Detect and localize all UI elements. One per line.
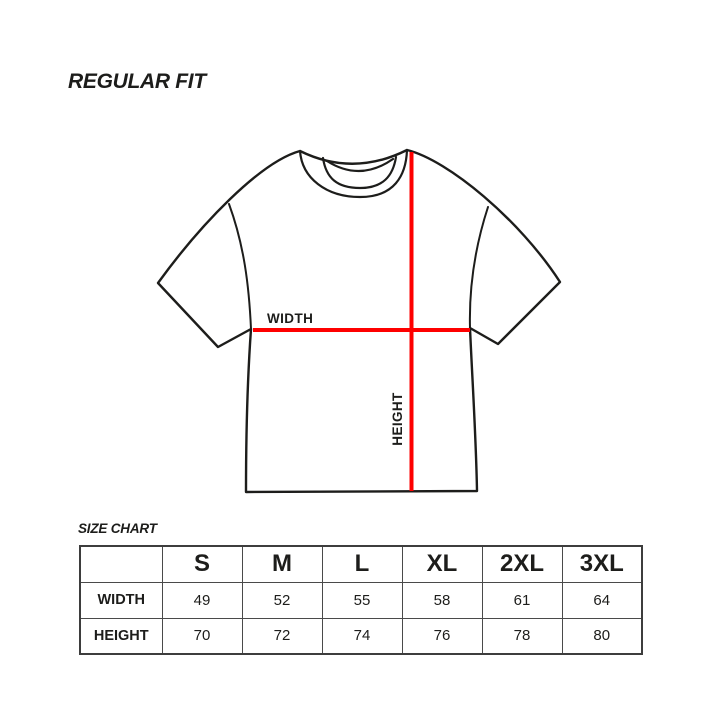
height-value-l: 74 (321, 617, 403, 655)
size-header-row: S M L XL 2XL 3XL (79, 545, 643, 583)
corner-cell (79, 545, 163, 583)
height-value-2xl: 78 (481, 617, 563, 655)
width-label: WIDTH (267, 311, 313, 326)
height-row-label: HEIGHT (79, 617, 163, 655)
size-col-s: S (161, 545, 243, 583)
width-value-3xl: 64 (561, 581, 643, 619)
height-value-s: 70 (161, 617, 243, 655)
height-label: HEIGHT (390, 392, 405, 446)
left-sleeve-seam (228, 203, 252, 330)
width-value-l: 55 (321, 581, 403, 619)
size-col-3xl: 3XL (561, 545, 643, 583)
right-sleeve-seam (468, 206, 489, 329)
width-value-xl: 58 (401, 581, 483, 619)
width-row: WIDTH 49 52 55 58 61 64 (79, 581, 643, 619)
size-chart-table: S M L XL 2XL 3XL WIDTH 49 52 55 58 61 64… (79, 545, 643, 655)
width-row-label: WIDTH (79, 581, 163, 619)
page-title: REGULAR FIT (68, 70, 206, 93)
height-value-3xl: 80 (561, 617, 643, 655)
size-chart-heading: SIZE CHART (78, 521, 157, 536)
tshirt-silhouette-outline (156, 148, 562, 494)
collar-inner-curve (321, 155, 398, 190)
size-col-l: L (321, 545, 403, 583)
size-col-m: M (241, 545, 323, 583)
height-value-xl: 76 (401, 617, 483, 655)
back-collar-seam (325, 157, 395, 173)
width-value-s: 49 (161, 581, 243, 619)
size-col-xl: XL (401, 545, 483, 583)
tshirt-diagram: WIDTH HEIGHT (156, 148, 562, 494)
height-value-m: 72 (241, 617, 323, 655)
width-value-m: 52 (241, 581, 323, 619)
width-value-2xl: 61 (481, 581, 563, 619)
collar-outer-curve (298, 148, 409, 199)
size-col-2xl: 2XL (481, 545, 563, 583)
height-row: HEIGHT 70 72 74 76 78 80 (79, 617, 643, 655)
